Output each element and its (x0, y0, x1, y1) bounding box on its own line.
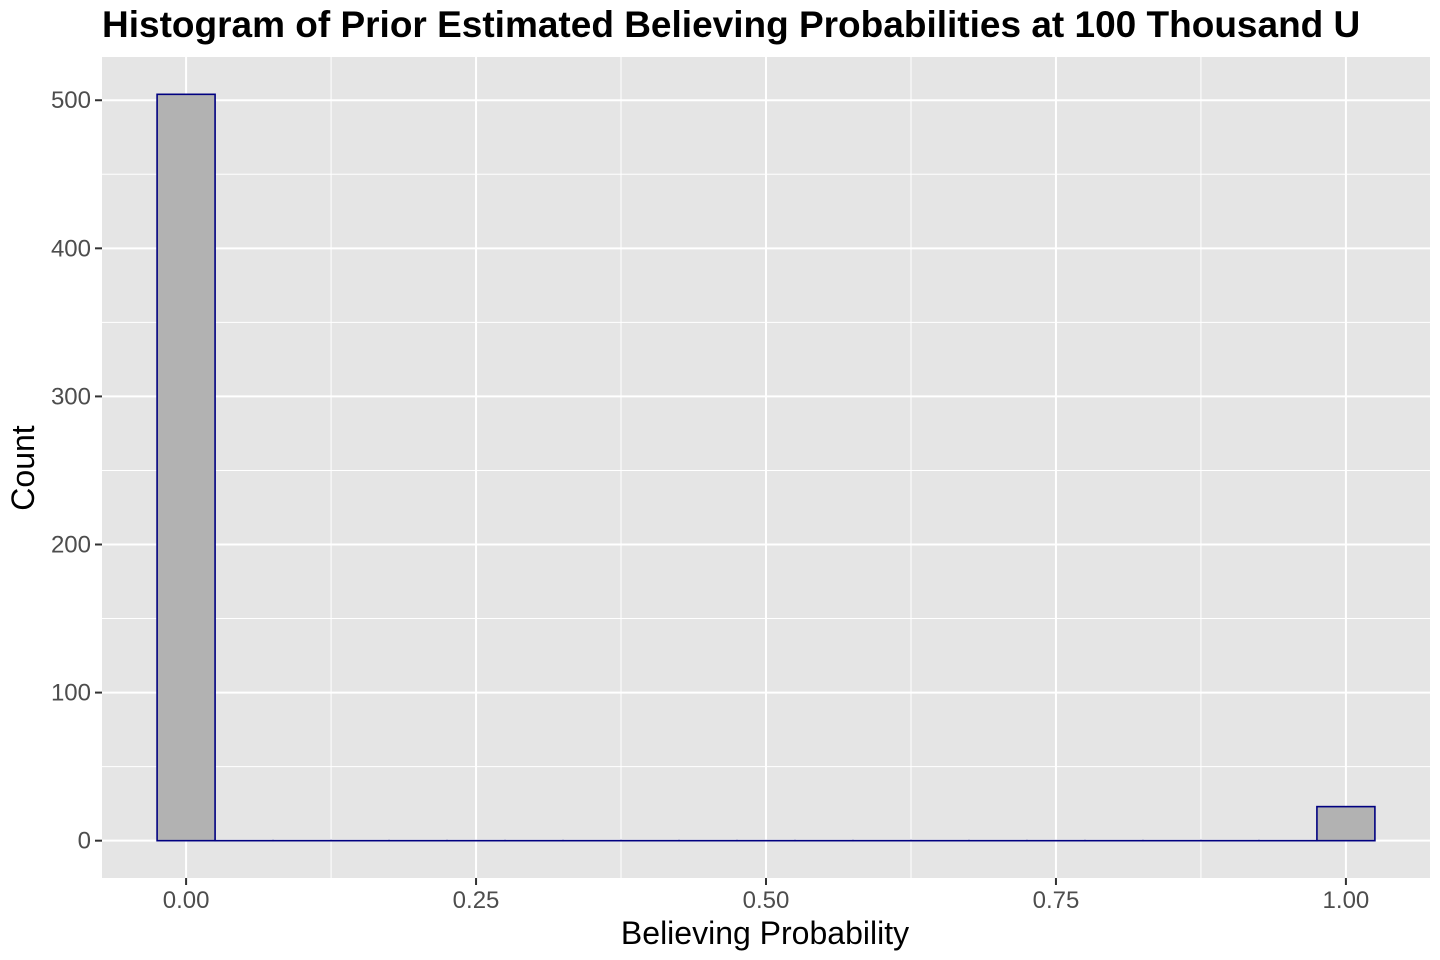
x-tick-label: 0.75 (1033, 887, 1080, 914)
x-tick-label: 0.50 (743, 887, 790, 914)
y-axis-title: Count (5, 425, 41, 511)
y-tick-label: 400 (51, 235, 91, 262)
histogram-bar (156, 93, 216, 842)
x-axis-title: Believing Probability (621, 915, 909, 951)
y-tick-label: 200 (51, 532, 91, 559)
x-tick-label: 0.00 (163, 887, 210, 914)
chart-title: Histogram of Prior Estimated Believing P… (102, 4, 1361, 45)
histogram-bars (156, 93, 1376, 842)
histogram-bar (1316, 805, 1376, 842)
x-axis: 0.00 0.25 0.50 0.75 1.00 (163, 878, 1370, 914)
y-tick-label: 100 (51, 680, 91, 707)
y-tick-label: 500 (51, 87, 91, 114)
x-tick-label: 0.25 (453, 887, 500, 914)
y-tick-label: 0 (78, 828, 91, 855)
x-tick-label: 1.00 (1323, 887, 1370, 914)
y-tick-label: 300 (51, 383, 91, 410)
y-axis: 0 100 200 300 400 500 (51, 87, 102, 855)
